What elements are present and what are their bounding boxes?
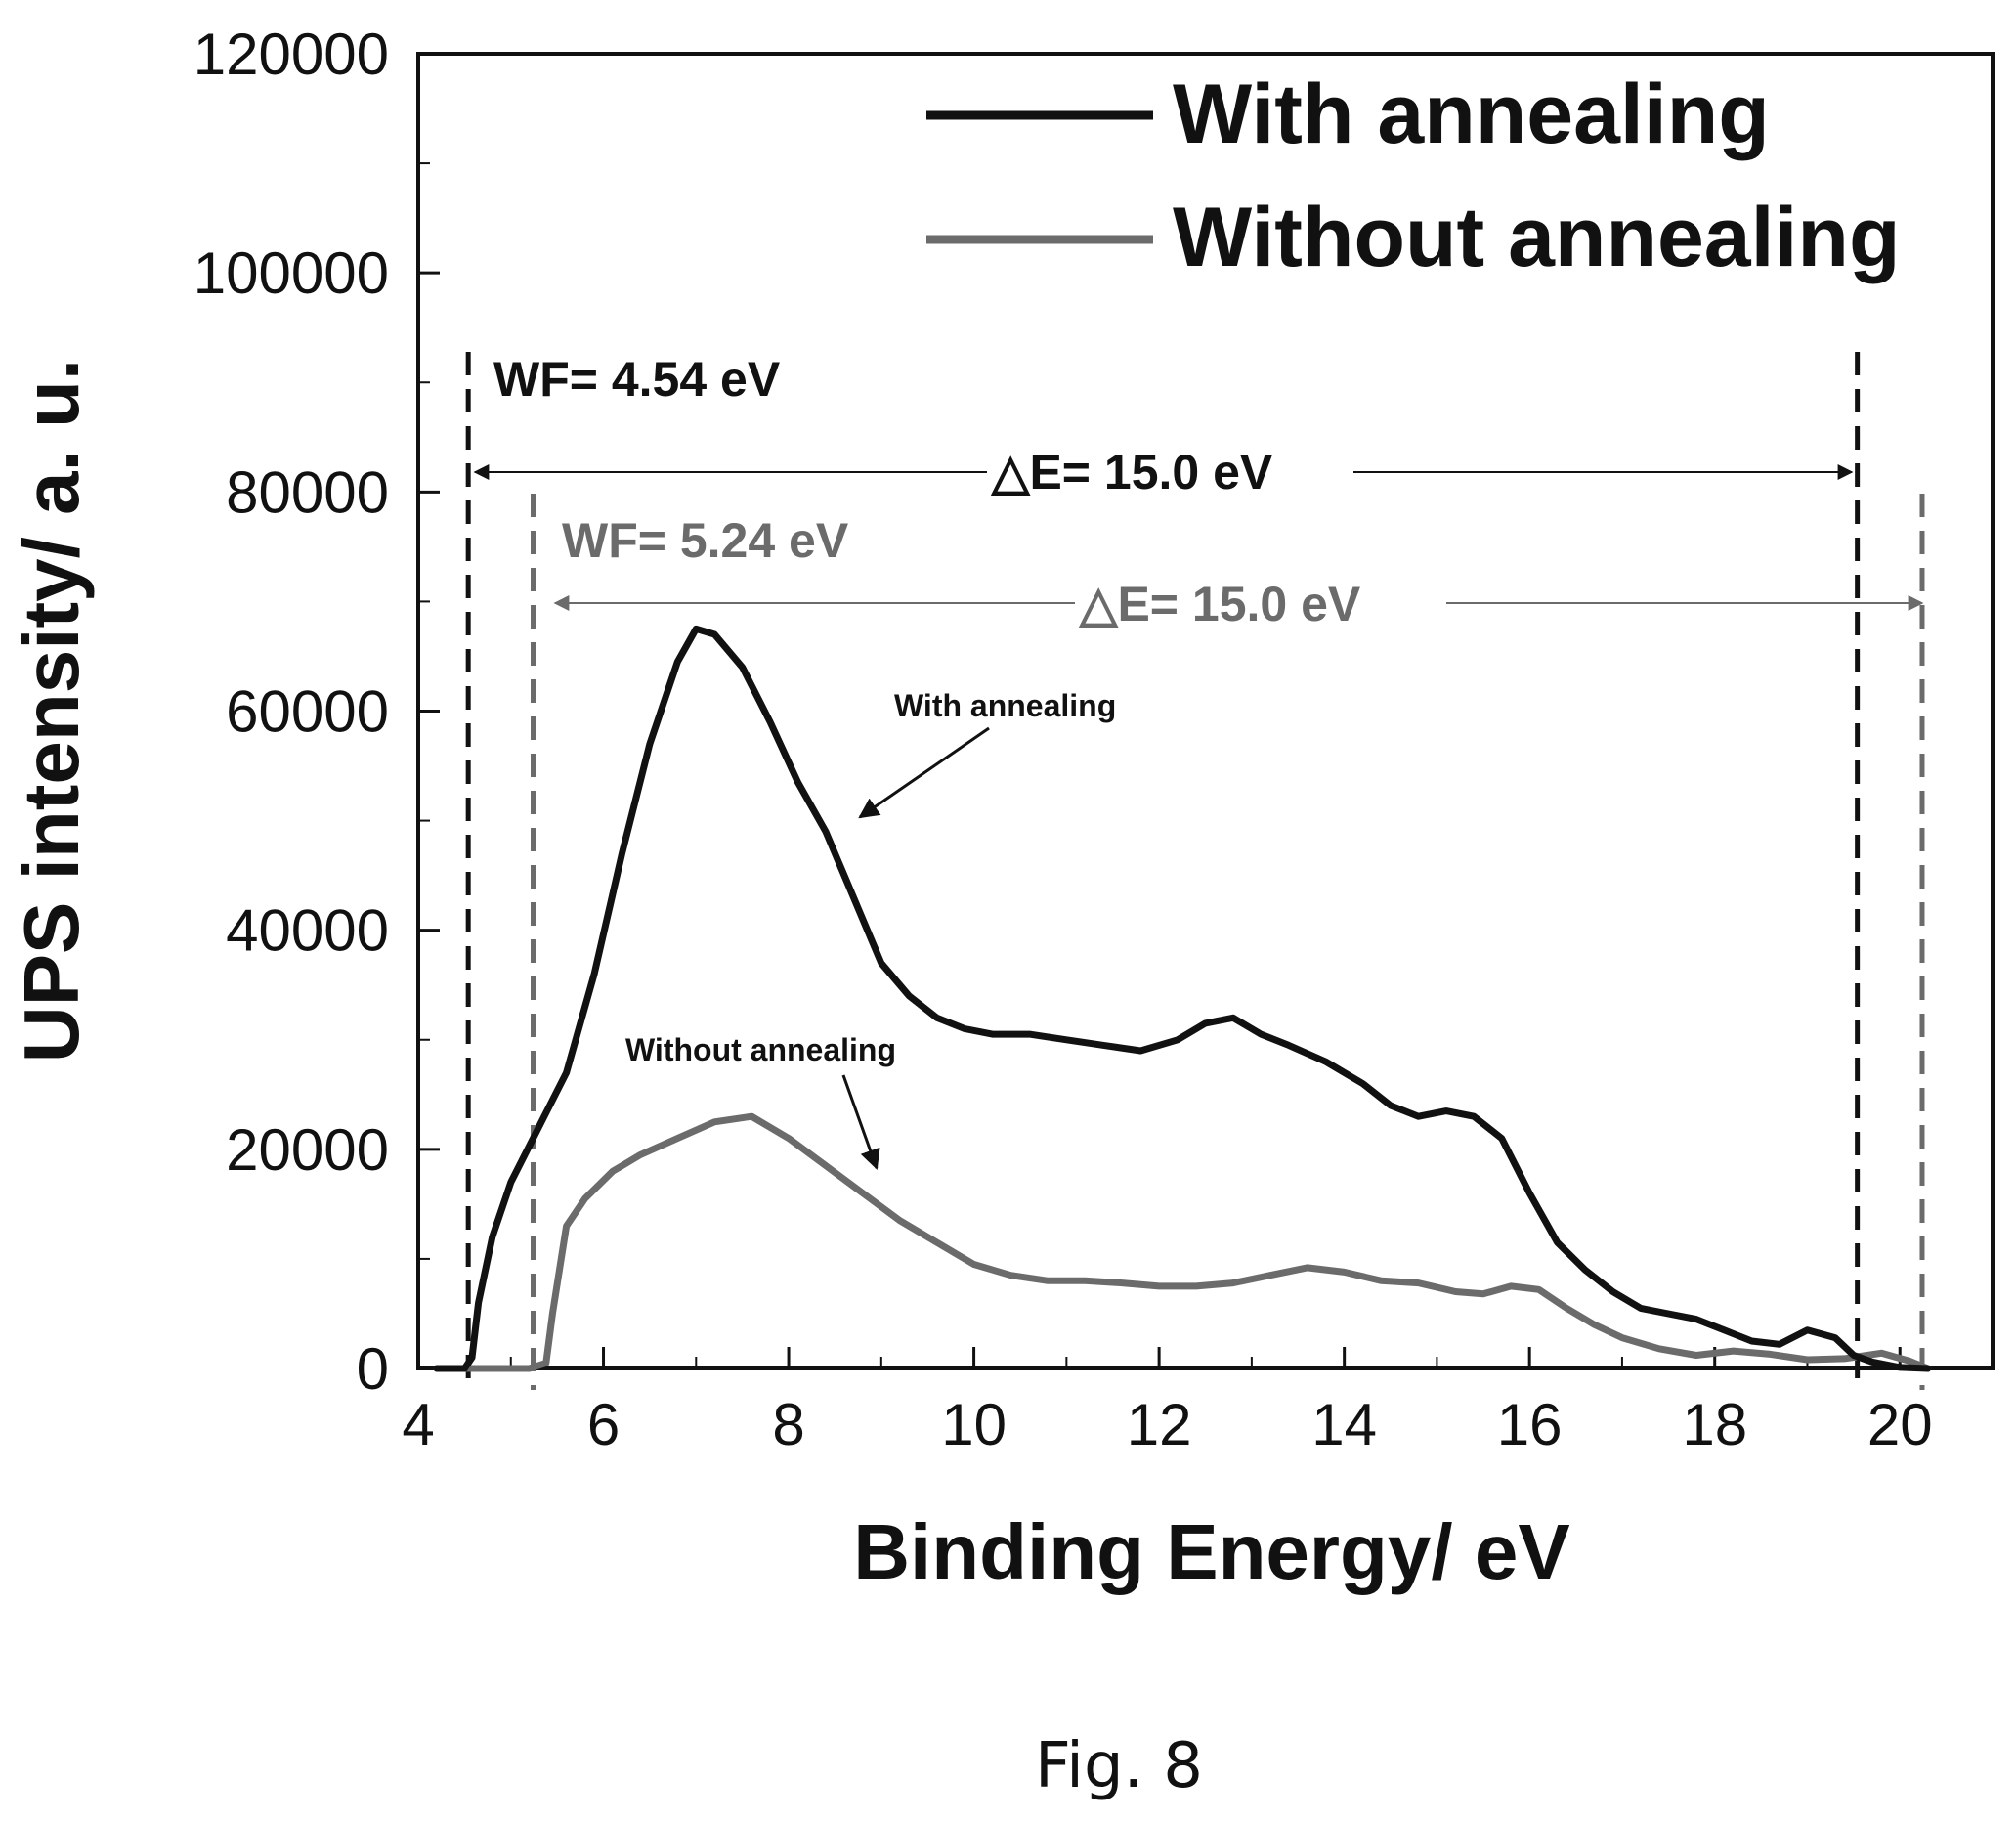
figure-caption: Fig. 8 [1035, 1730, 1203, 1802]
y-axis-title: UPS intensity/ a. u. [8, 359, 95, 1062]
y-tick-label-120000: 120000 [193, 22, 389, 87]
y-tick-label-0: 0 [357, 1336, 389, 1402]
delta-e-label-without-annealing: △E= 15.0 eV [1078, 577, 1361, 631]
callout-without-annealing: Without annealing [625, 1032, 896, 1067]
series-layer [433, 625, 1932, 1372]
cutoff-lines [465, 352, 1925, 1390]
x-tick-label-20: 20 [1867, 1392, 1933, 1457]
callout-with-annealing: With annealing [894, 688, 1116, 723]
x-tick-label-10: 10 [941, 1392, 1007, 1457]
series-line-without-annealing [433, 1112, 1932, 1372]
y-tick-label-80000: 80000 [226, 459, 389, 525]
x-tick-label-12: 12 [1127, 1392, 1192, 1457]
legend-label-with-annealing: With annealing [1173, 67, 1770, 161]
x-tick-label-8: 8 [772, 1392, 804, 1457]
legend-label-without-annealing: Without annealing [1173, 191, 1900, 284]
x-tick-label-14: 14 [1311, 1392, 1377, 1457]
callout-arrow-with-annealing [858, 726, 990, 819]
y-axis-ticks: 0 20000 40000 60000 80000 100000 120000 [193, 22, 440, 1402]
x-axis-title: Binding Energy/ eV [853, 1508, 1569, 1595]
x-tick-label-4: 4 [402, 1392, 434, 1457]
x-axis-ticks: 4 6 8 10 12 14 16 18 20 [402, 1347, 1933, 1457]
x-tick-label-18: 18 [1682, 1392, 1747, 1457]
wf-label-without-annealing: WF= 5.24 eV [562, 513, 849, 568]
y-tick-label-40000: 40000 [226, 898, 389, 964]
series-line-with-annealing [433, 625, 1932, 1372]
wf-label-with-annealing: WF= 4.54 eV [493, 352, 781, 407]
legend: With annealing Without annealing [926, 67, 1900, 284]
y-tick-label-60000: 60000 [226, 679, 389, 745]
x-tick-label-6: 6 [587, 1392, 620, 1457]
x-tick-label-16: 16 [1497, 1392, 1563, 1457]
delta-e-label-with-annealing: △E= 15.0 eV [990, 445, 1273, 499]
callout-arrow-without-annealing [841, 1074, 880, 1170]
y-tick-label-20000: 20000 [226, 1117, 389, 1183]
y-tick-label-100000: 100000 [193, 240, 389, 306]
